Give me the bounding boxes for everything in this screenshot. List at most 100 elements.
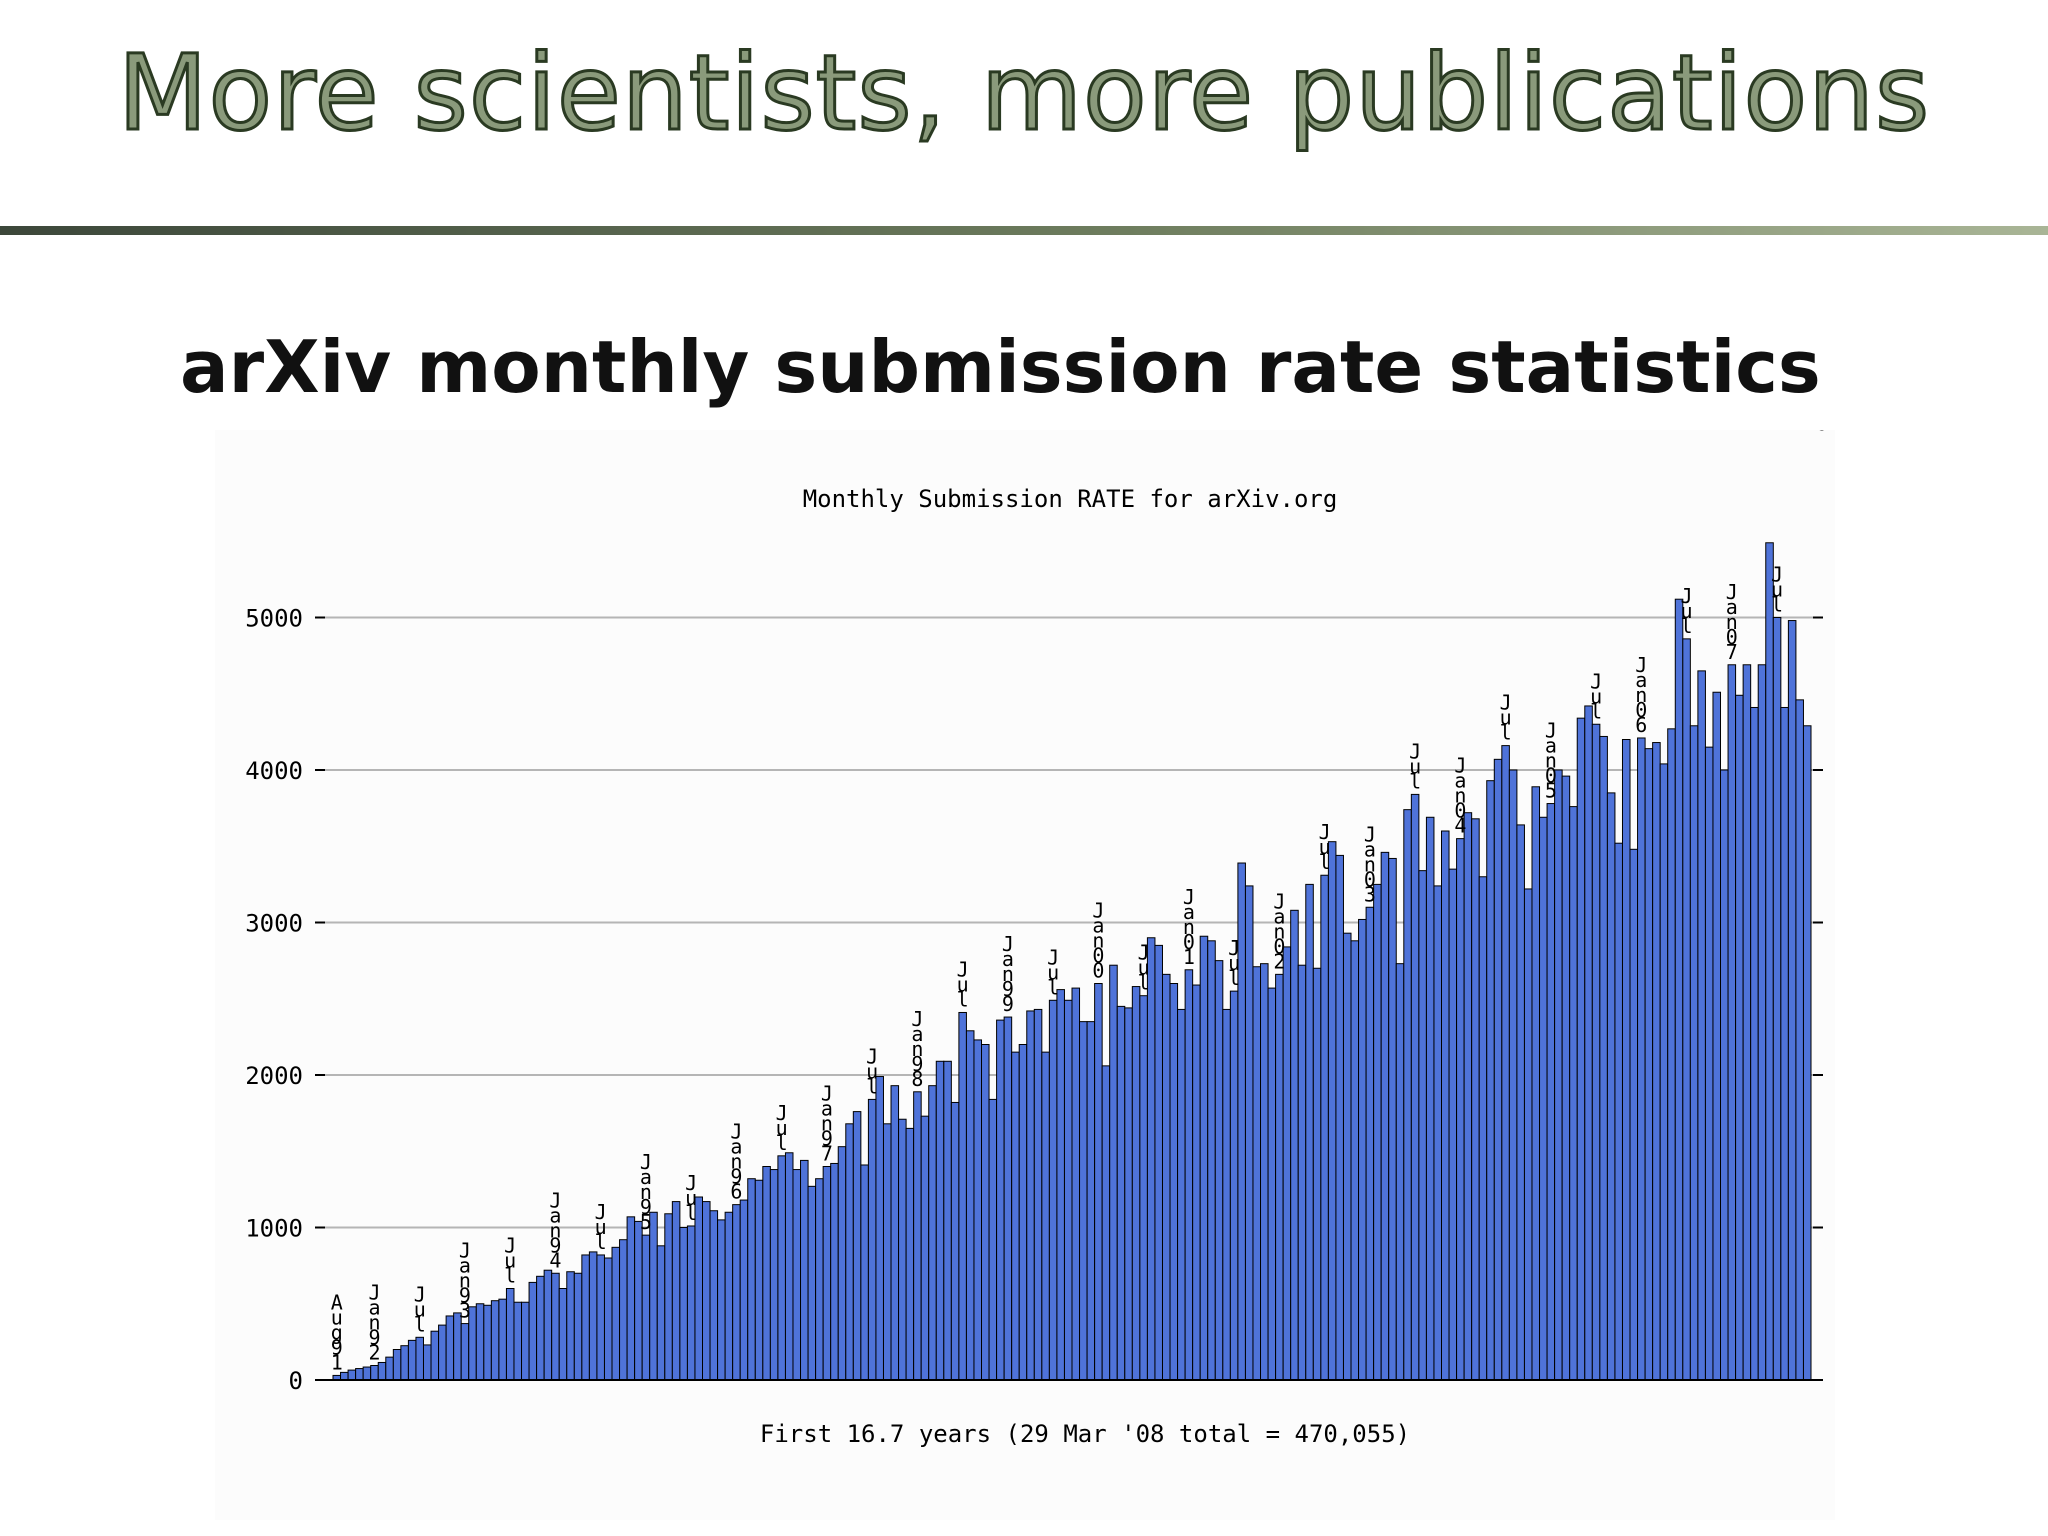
bar: [1199, 935, 1209, 1381]
title-divider: [0, 226, 2048, 235]
bar: [603, 1257, 613, 1381]
bar: [1569, 806, 1578, 1381]
bar: [1056, 989, 1065, 1381]
bar: [784, 1152, 794, 1381]
bars: [332, 542, 1812, 1381]
bar: [1041, 1051, 1050, 1381]
bar: [430, 1330, 440, 1381]
bar: [679, 1227, 688, 1381]
bar: [1048, 999, 1058, 1381]
bar: [1637, 737, 1646, 1381]
bar: [860, 1164, 869, 1381]
bar: [732, 1204, 741, 1381]
bar: [1667, 728, 1676, 1381]
bar: [1018, 1044, 1028, 1381]
bar: [400, 1345, 409, 1381]
bar: [1795, 699, 1804, 1381]
bar: [1161, 973, 1171, 1381]
bar: [588, 1251, 598, 1381]
bar: [392, 1349, 402, 1381]
bar: [1787, 620, 1797, 1381]
bar: [1441, 830, 1450, 1381]
bar: [830, 1162, 839, 1381]
bar: [1750, 706, 1759, 1381]
bar: [1327, 841, 1337, 1381]
month-label: Mar08: [1831, 430, 1835, 435]
bar: [1403, 809, 1412, 1381]
bar: [664, 1213, 673, 1381]
bar: [1772, 617, 1782, 1381]
bar: [965, 1030, 975, 1381]
bar: [1539, 816, 1548, 1381]
bar: [882, 1123, 892, 1381]
bar: [1471, 818, 1480, 1381]
bar: [1373, 883, 1382, 1381]
bar: [1765, 542, 1774, 1381]
bar: [445, 1315, 455, 1381]
chart-area: Monthly Submission RATE for arXiv.org 0 1…: [215, 430, 1835, 1520]
bar: [1282, 946, 1292, 1381]
bar: [656, 1245, 666, 1381]
bar: [566, 1271, 575, 1381]
month-label: Jan08: [1816, 430, 1828, 435]
bar: [1252, 966, 1262, 1381]
bar: [475, 1303, 485, 1381]
bar: [1448, 868, 1458, 1381]
y-tick-label: 0: [289, 1367, 303, 1395]
bar: [1229, 990, 1239, 1381]
bar: [996, 1019, 1005, 1381]
bar: [898, 1118, 907, 1381]
bar: [1335, 854, 1344, 1381]
bar: [822, 1166, 832, 1381]
bar: [1358, 918, 1367, 1381]
bar: [626, 1216, 636, 1381]
bar: [1606, 792, 1616, 1381]
bar: [1712, 691, 1722, 1381]
bar: [724, 1211, 734, 1381]
bar: [1395, 963, 1405, 1381]
bar: [958, 1011, 967, 1381]
bar: [407, 1339, 417, 1381]
bar: [981, 1044, 990, 1381]
bar: [1780, 706, 1789, 1381]
bar: [845, 1123, 854, 1381]
bar: [1644, 748, 1654, 1381]
bar: [490, 1300, 500, 1381]
bar: [1735, 694, 1744, 1381]
bar: [1071, 987, 1081, 1381]
bar: [370, 1365, 379, 1381]
chart-title: Monthly Submission RATE for arXiv.org: [803, 485, 1338, 513]
bar: [837, 1146, 847, 1381]
bar: [1697, 670, 1706, 1381]
bar: [777, 1155, 786, 1381]
bar: [1342, 932, 1352, 1381]
bar: [1312, 967, 1322, 1381]
bar: [1704, 746, 1714, 1381]
bar: [1576, 717, 1586, 1381]
bar: [521, 1301, 530, 1381]
bar: [1599, 735, 1608, 1381]
bar: [581, 1254, 590, 1381]
bar: [762, 1166, 771, 1381]
bar: [1101, 1065, 1111, 1381]
bar: [852, 1111, 862, 1381]
bar: [890, 1085, 900, 1381]
bar: [513, 1301, 523, 1381]
bar: [905, 1127, 915, 1381]
bar: [928, 1085, 937, 1381]
bar: [1584, 705, 1593, 1381]
